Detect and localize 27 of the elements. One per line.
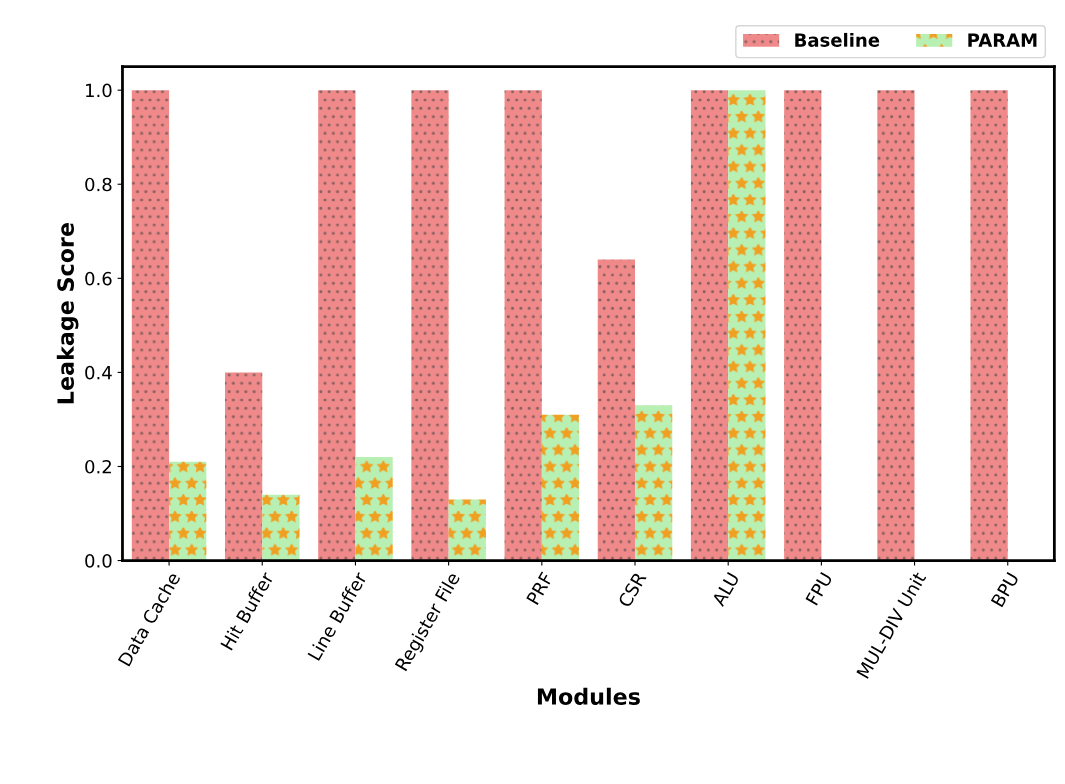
y-tick-label: 0.8 [85, 177, 112, 192]
y-tick-label: 1.0 [86, 83, 112, 98]
bar [411, 90, 449, 561]
bar [448, 499, 486, 561]
y-axis-title: Leakage Score [56, 223, 79, 404]
y-tick-label: 0.6 [85, 271, 112, 286]
bar [970, 90, 1008, 561]
bar [784, 90, 822, 561]
bar [504, 90, 542, 561]
bar [541, 414, 580, 561]
bar [597, 259, 636, 561]
bar [355, 457, 393, 561]
bar [169, 461, 207, 561]
bar [635, 405, 673, 561]
y-tick-label: 0.4 [85, 365, 112, 380]
y-tick-label: 0.2 [85, 459, 111, 474]
bar [262, 494, 300, 561]
x-axis-title: Modules [537, 687, 640, 705]
bar [131, 90, 170, 561]
bar [318, 90, 356, 561]
bar [690, 90, 729, 561]
legend-label: Baseline [795, 32, 880, 47]
bar [877, 90, 915, 561]
y-tick-label: 0.0 [85, 554, 112, 568]
bar [224, 372, 263, 561]
legend-label: PARAM [968, 33, 1037, 47]
bar [728, 90, 766, 561]
